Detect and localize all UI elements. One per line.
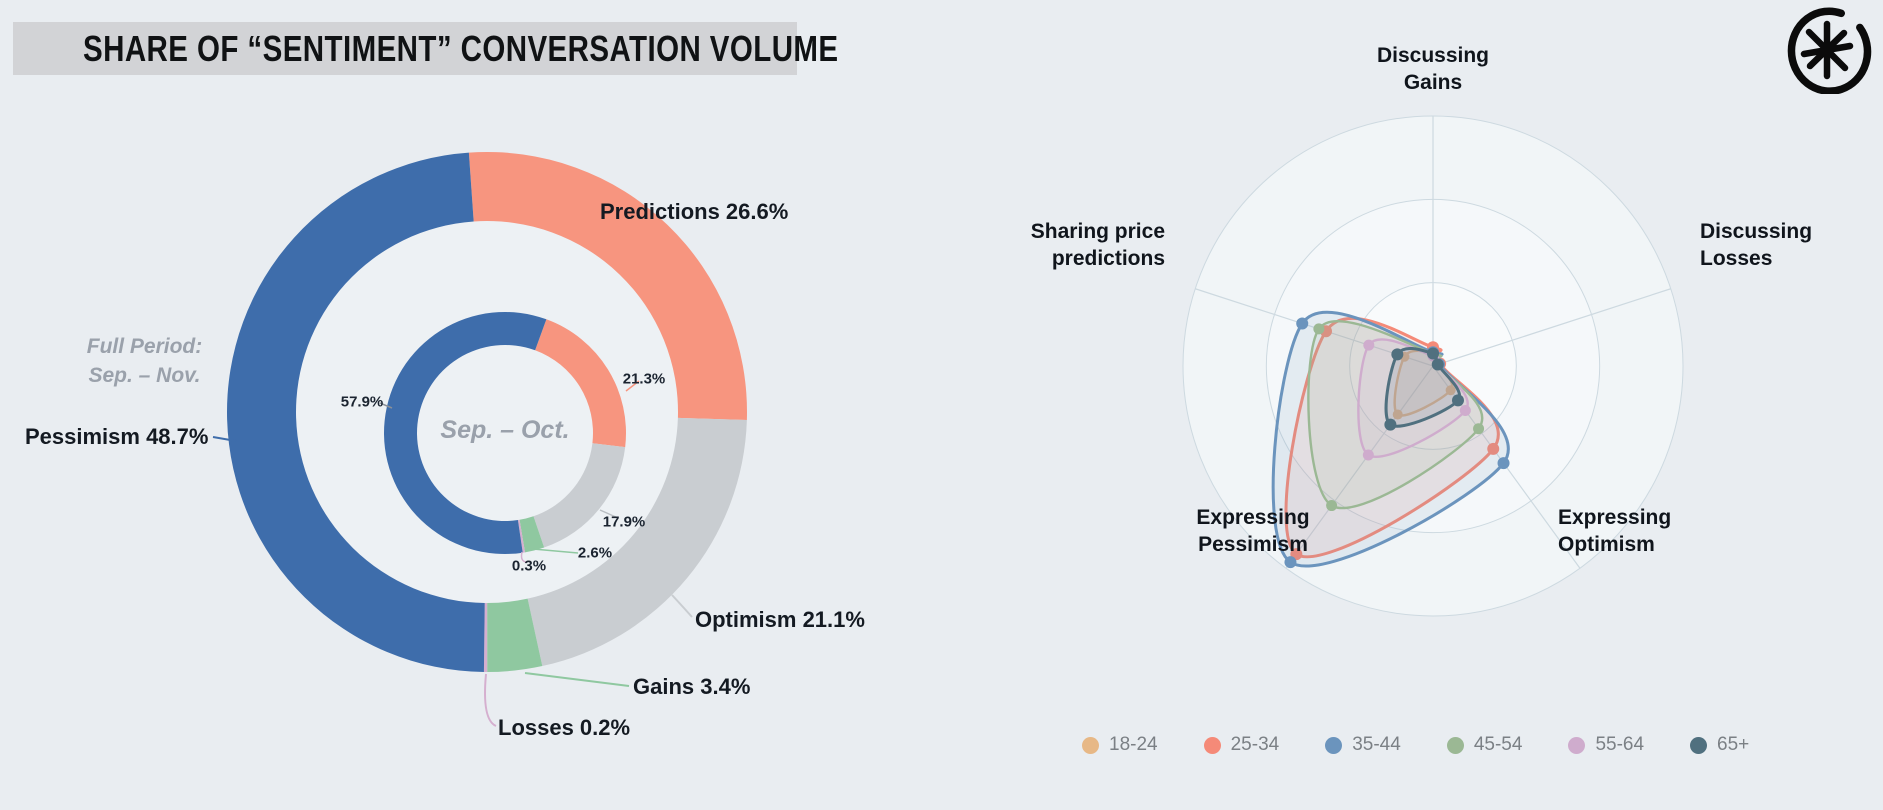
donut-leader-pessimism [212, 436, 237, 442]
donut-inner-slice-gains [519, 516, 545, 553]
legend-item-55-64: 55-64 [1568, 734, 1644, 756]
asterisk-logo-icon [1787, 7, 1872, 94]
legend-dot-18-24 [1082, 736, 1099, 754]
radar-point-65+-axis1 [1431, 358, 1444, 371]
donut-inner-leader-pessimism [379, 402, 393, 409]
donut-leader-predictions [574, 212, 599, 243]
legend-dot-25-34 [1203, 736, 1221, 754]
radar-point-45-54-axis3 [1326, 500, 1338, 512]
legend-item-65+: 65+ [1690, 734, 1749, 756]
donut-outer-slice-optimism [527, 417, 747, 667]
donut-inner-leader-gains [532, 548, 579, 554]
radar-point-25-34-axis2 [1487, 442, 1500, 455]
legend-label-35-44: 35-44 [1352, 734, 1401, 755]
legend-label-65+: 65+ [1717, 734, 1750, 755]
legend-dot-35-44 [1325, 736, 1343, 754]
donut-inner-slice-predictions [535, 319, 626, 448]
legend-label-45-54: 45-54 [1473, 734, 1523, 755]
radar-point-45-54-axis2 [1473, 423, 1485, 435]
page-title: SHARE OF “SENTIMENT” CONVERSATION VOLUME [83, 27, 839, 69]
legend-item-18-24: 18-24 [1082, 734, 1158, 756]
radar-point-55-64-axis3 [1362, 449, 1374, 461]
radar-point-65+-axis4 [1391, 348, 1404, 361]
radar-point-55-64-axis2 [1459, 404, 1471, 416]
donut-outer-slice-losses [483, 602, 488, 672]
donut-outer-slice-predictions [468, 152, 747, 420]
legend-item-45-54: 45-54 [1446, 734, 1523, 756]
legend-label-25-34: 25-34 [1230, 734, 1280, 755]
radar-point-35-44-axis2 [1497, 457, 1510, 470]
legend-item-25-34: 25-34 [1203, 734, 1280, 756]
donut-inner-leader-predictions [625, 380, 640, 392]
legend-item-35-44: 35-44 [1325, 734, 1401, 756]
legend-dot-65+ [1690, 736, 1708, 754]
donut-inner-slice-losses [517, 519, 526, 553]
donut-outer-slice-pessimism [227, 152, 485, 672]
radar-spoke-1 [1432, 288, 1671, 367]
donut-leader-gains [524, 672, 630, 687]
legend-dot-45-54 [1446, 736, 1464, 754]
radar-point-45-54-axis4 [1313, 323, 1325, 335]
donut-inner-leader-optimism [599, 509, 619, 519]
radar-legend: 18-24 25-34 35-44 45-54 55-64 65+ [1082, 734, 1749, 756]
radar-spoke-3 [1285, 365, 1434, 569]
legend-label-55-64: 55-64 [1595, 734, 1645, 755]
radar-point-18-24-axis2 [1445, 385, 1456, 396]
radar-point-35-44-axis4 [1296, 317, 1309, 330]
legend-dot-55-64 [1568, 736, 1586, 754]
donut-leader-losses [484, 673, 497, 727]
radar-point-65+-axis0 [1427, 347, 1439, 360]
radar-point-55-64-axis4 [1363, 339, 1375, 351]
legend-label-18-24: 18-24 [1109, 734, 1158, 755]
donut-leader-optimism [671, 594, 693, 618]
donut-inner-slice-pessimism [384, 312, 547, 554]
radar-point-18-24-axis3 [1392, 409, 1403, 420]
donut-inner-slice-optimism [533, 443, 626, 548]
radar-point-65+-axis3 [1384, 418, 1397, 431]
title-bar: SHARE OF “SENTIMENT” CONVERSATION VOLUME [13, 22, 838, 75]
radar-point-35-44-axis3 [1284, 556, 1297, 569]
donut-inner-leader-losses [520, 551, 527, 563]
donut-outer-slice-gains [487, 598, 543, 672]
radar-point-65+-axis2 [1451, 394, 1464, 407]
